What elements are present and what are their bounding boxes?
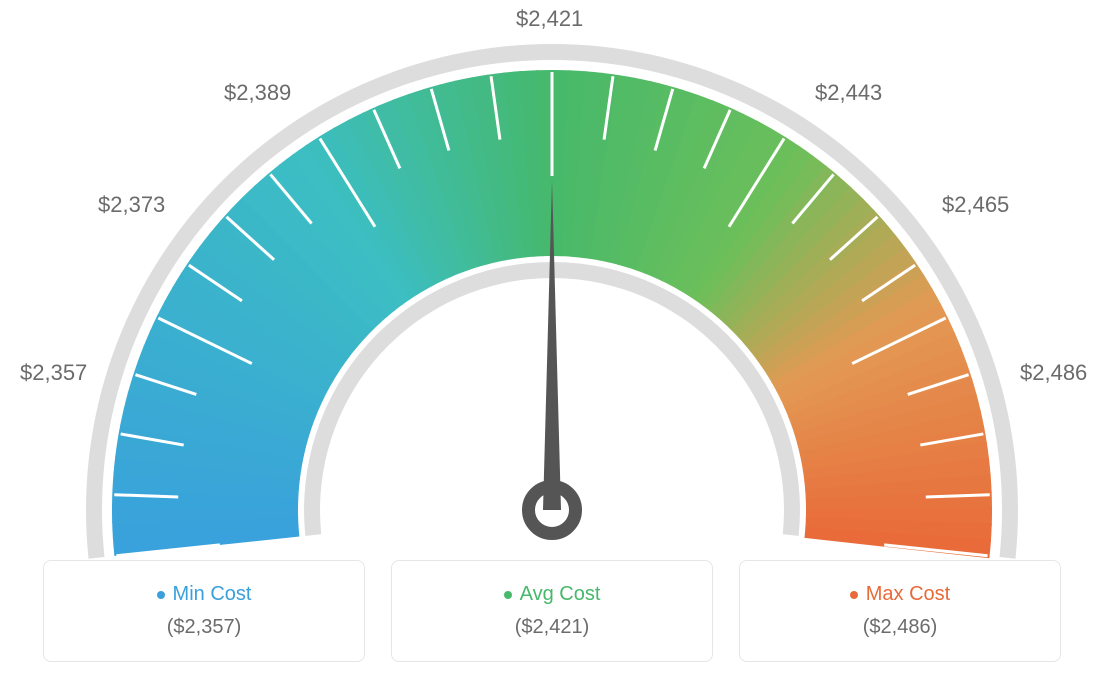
summary-card-max: Max Cost ($2,486) [739,560,1061,662]
gauge-tick-label: $2,357 [20,360,87,386]
gauge-tick-label: $2,443 [815,80,882,106]
summary-title-row: Avg Cost [504,583,601,606]
gauge-tick-label: $2,486 [1020,360,1087,386]
summary-title-row: Max Cost [850,583,950,606]
gauge-tick-label: $2,465 [942,192,1009,218]
summary-card-min: Min Cost ($2,357) [43,560,365,662]
avg-dot-icon [504,591,512,599]
summary-title-max: Max Cost [866,583,950,606]
gauge-svg [0,0,1104,560]
gauge-tick-label: $2,389 [224,80,291,106]
summary-title-row: Min Cost [157,583,252,606]
summary-card-avg: Avg Cost ($2,421) [391,560,713,662]
gauge-container: $2,357 $2,373 $2,389 $2,421 $2,443 $2,465 $2,4… [0,0,1104,540]
summary-title-min: Min Cost [173,583,252,606]
summary-row: Min Cost ($2,357) Avg Cost ($2,421) Max … [43,560,1061,662]
max-dot-icon [850,591,858,599]
summary-value-min: ($2,357) [167,616,242,639]
summary-title-avg: Avg Cost [520,583,601,606]
gauge-tick-label: $2,373 [98,192,165,218]
summary-value-max: ($2,486) [863,616,938,639]
summary-value-avg: ($2,421) [515,616,590,639]
min-dot-icon [157,591,165,599]
gauge-tick-label: $2,421 [516,6,583,32]
